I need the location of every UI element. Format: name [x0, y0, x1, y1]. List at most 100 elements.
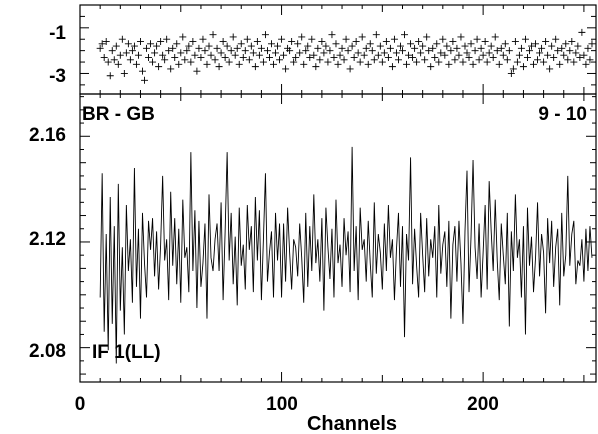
phase-point: [265, 53, 273, 61]
phase-point: [130, 42, 138, 50]
phase-point: [245, 56, 253, 64]
phase-point: [229, 33, 237, 41]
phase-point: [324, 58, 332, 66]
phase-point: [511, 38, 519, 46]
phase-point: [187, 58, 195, 66]
phase-point: [493, 47, 501, 55]
phase-point: [475, 56, 483, 64]
phase-point: [542, 38, 550, 46]
phase-point: [578, 28, 586, 36]
x-tick-label: 100: [266, 394, 298, 415]
phase-point: [344, 47, 352, 55]
phase-point: [407, 40, 415, 48]
phase-point: [489, 53, 497, 61]
amplitude-line: [99, 146, 593, 364]
phase-point: [544, 51, 552, 59]
phase-point: [467, 40, 475, 48]
phase-point: [421, 56, 429, 64]
phase-point: [157, 38, 165, 46]
phase-point: [221, 53, 229, 61]
phase-point: [451, 56, 459, 64]
phase-point: [455, 51, 463, 59]
phase-point: [320, 49, 328, 57]
phase-point: [177, 49, 185, 57]
phase-point: [513, 58, 521, 66]
phase-point: [572, 49, 580, 57]
phase-point: [562, 40, 570, 48]
phase-point: [209, 31, 217, 39]
phase-point: [318, 38, 326, 46]
phase-point: [219, 38, 227, 46]
phase-point: [390, 35, 398, 43]
phase-point: [574, 42, 582, 50]
baseline-label: BR - GB: [82, 104, 155, 125]
phase-point: [517, 44, 525, 52]
phase-point: [161, 56, 169, 64]
phase-point: [338, 44, 346, 52]
phase-point: [147, 40, 155, 48]
phase-point: [211, 56, 219, 64]
phase-point: [473, 35, 481, 43]
phase-point: [225, 58, 233, 66]
phase-panel-frame: [79, 4, 597, 95]
amp-ytick-label: 2.16: [29, 125, 66, 146]
phase-point: [401, 31, 409, 39]
phase-point: [259, 58, 267, 66]
phase-point: [356, 58, 364, 66]
phase-point: [366, 40, 374, 48]
phase-point: [191, 51, 199, 59]
phase-point: [453, 44, 461, 52]
phase-point: [110, 56, 118, 64]
phase-point: [485, 49, 493, 57]
phase-point: [302, 47, 310, 55]
phase-point: [336, 51, 344, 59]
phase-point: [352, 38, 360, 46]
phase-point: [378, 58, 386, 66]
phase-point: [409, 53, 417, 61]
phase-point: [360, 51, 368, 59]
phase-point: [163, 35, 171, 43]
phase-point: [205, 42, 213, 50]
phase-point: [118, 35, 126, 43]
phase-point: [253, 38, 261, 46]
phase-point: [564, 56, 572, 64]
phase-point: [469, 60, 477, 68]
phase-point: [429, 44, 437, 52]
phase-point: [322, 42, 330, 50]
phase-point: [439, 35, 447, 43]
phase-point: [141, 76, 148, 84]
phase-point: [411, 44, 419, 52]
phase-point: [532, 40, 540, 48]
phase-point: [167, 65, 175, 73]
phase-point: [443, 42, 451, 50]
phase-point: [120, 69, 128, 77]
phase-point: [249, 49, 257, 57]
phase-point: [155, 63, 163, 71]
phase-point: [181, 56, 189, 64]
phase-point: [437, 49, 445, 57]
phase-point: [388, 63, 396, 71]
phase-point: [179, 33, 187, 41]
phase-point: [183, 47, 191, 55]
phase-point: [197, 53, 205, 61]
phase-point: [153, 42, 161, 50]
phase-point: [310, 51, 318, 59]
phase-point: [145, 53, 153, 61]
phase-point: [403, 60, 411, 68]
phase-point: [330, 53, 338, 61]
phase-point: [501, 40, 509, 48]
phase-point: [199, 35, 207, 43]
phase-point: [362, 44, 370, 52]
phase-point: [193, 67, 201, 75]
phase-point: [386, 44, 394, 52]
phase-point: [213, 44, 221, 52]
phase-point: [465, 53, 473, 61]
phase-point: [138, 67, 146, 75]
phase-point: [189, 38, 197, 46]
phase-point: [427, 63, 435, 71]
phase-point: [499, 51, 507, 59]
phase-point: [203, 60, 211, 68]
phase-point: [415, 38, 423, 46]
phase-point: [588, 40, 596, 48]
phase-point: [282, 65, 290, 73]
